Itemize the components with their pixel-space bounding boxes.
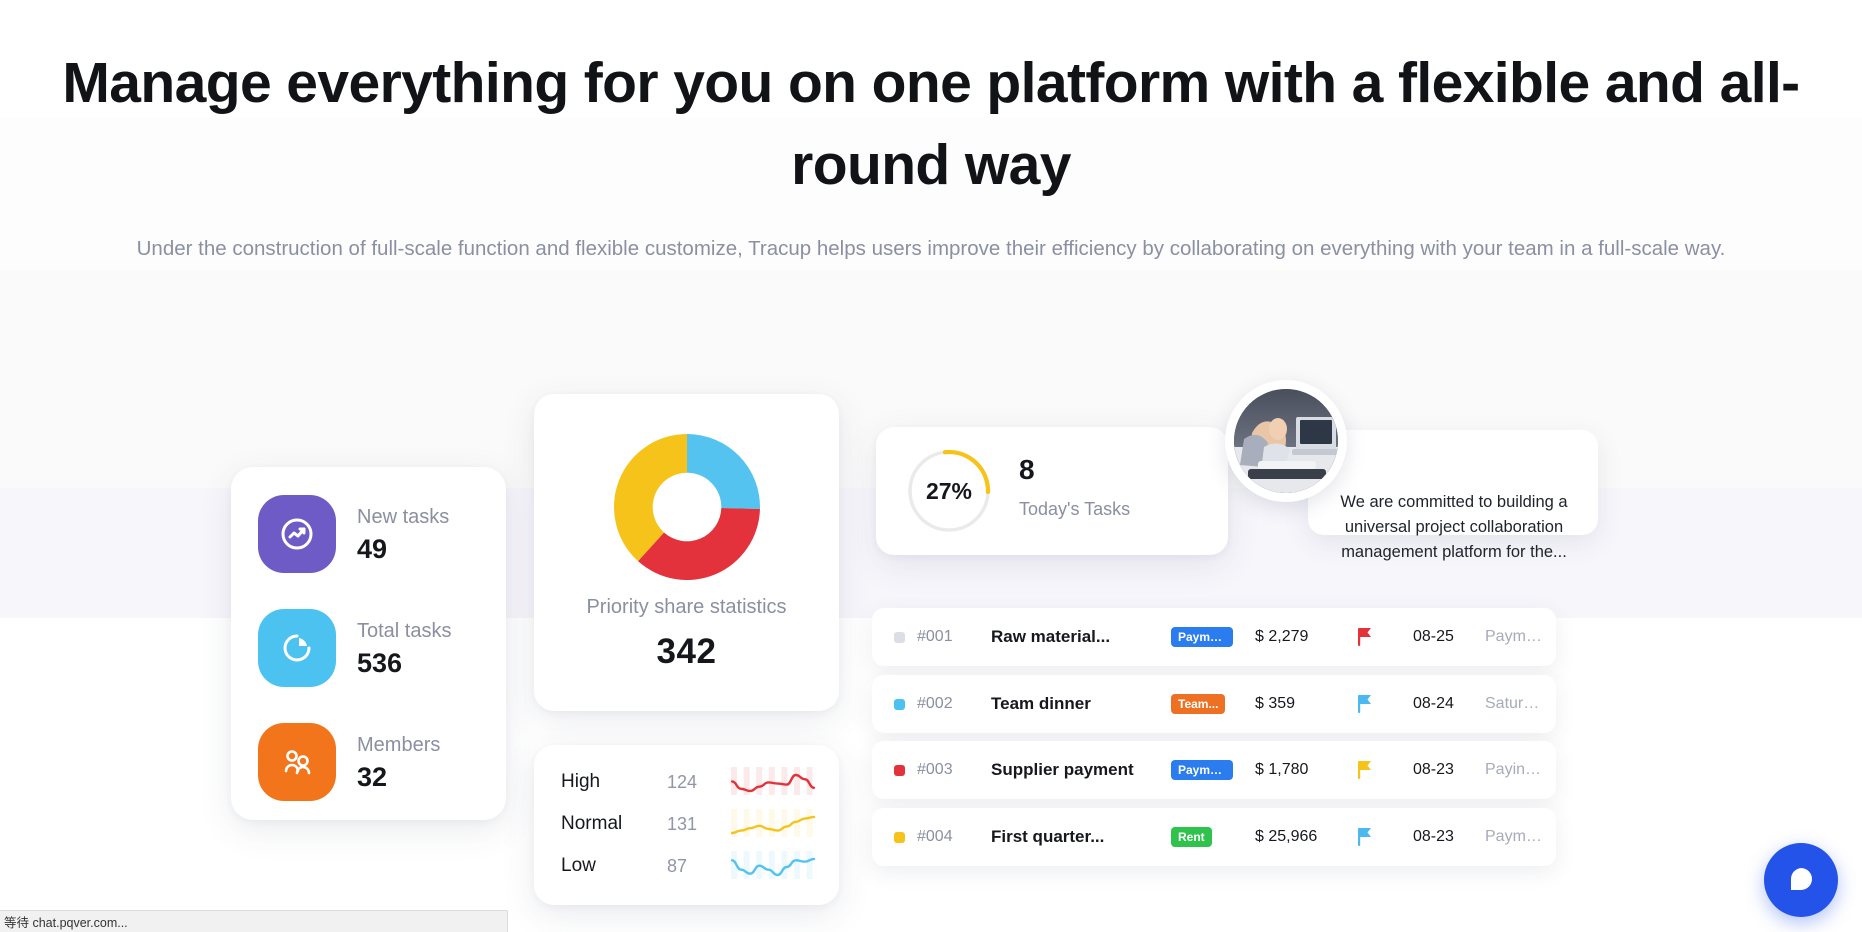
donut-slice-low xyxy=(686,434,760,510)
task-amount: $ 1,780 xyxy=(1255,761,1309,778)
status-dot xyxy=(894,631,905,643)
stat-item-total-tasks[interactable]: Total tasks 536 xyxy=(258,609,451,687)
priority-name: Normal xyxy=(561,813,623,834)
quote-text: We are committed to building a universal… xyxy=(1340,493,1568,561)
task-note: Payment o... xyxy=(1485,828,1556,845)
donut-total-value: 342 xyxy=(656,632,717,671)
progress-ring-arc xyxy=(907,449,991,533)
priority-row[interactable]: Low 87 xyxy=(561,845,816,887)
flag-icon[interactable] xyxy=(1355,826,1413,848)
trend-up-circle-icon xyxy=(258,495,336,573)
priority-value: 124 xyxy=(667,771,698,792)
background-band-1 xyxy=(0,0,1862,118)
task-list: #001 Raw material... Payment $ 2,279 08-… xyxy=(872,608,1556,878)
stat-item-new-tasks[interactable]: New tasks 49 xyxy=(258,495,449,573)
priority-row[interactable]: Normal 131 xyxy=(561,803,816,845)
flag-glyph xyxy=(1358,761,1371,779)
priority-sparkline-low xyxy=(729,849,816,883)
priority-sparkline-normal xyxy=(729,807,816,841)
task-badge[interactable]: Rent xyxy=(1171,827,1255,847)
donut-slice-normal xyxy=(613,434,687,562)
task-title: First quarter... xyxy=(991,827,1105,846)
table-row[interactable]: #003 Supplier payment Payment $ 1,780 08… xyxy=(872,741,1556,799)
donut-chart-title: Priority share statistics xyxy=(586,596,787,618)
stat-item-members[interactable]: Members 32 xyxy=(258,723,440,801)
priority-breakdown-card: High 124 Normal 131 Low 87 xyxy=(534,745,839,905)
quote-card: We are committed to building a universal… xyxy=(1308,430,1598,561)
flag-glyph xyxy=(1358,828,1371,846)
stats-card: New tasks 49 Total tasks 536 xyxy=(231,467,506,820)
stat-value: 32 xyxy=(357,761,388,792)
task-id: #004 xyxy=(917,828,953,845)
priority-share-card: Priority share statistics 342 xyxy=(534,394,839,711)
stat-label: Members xyxy=(357,733,441,756)
status-dot xyxy=(894,764,905,776)
flag-icon[interactable] xyxy=(1355,693,1413,715)
task-amount: $ 25,966 xyxy=(1255,828,1318,845)
priority-value: 87 xyxy=(667,855,688,876)
priority-value: 131 xyxy=(667,813,698,834)
chat-widget-button[interactable] xyxy=(1764,843,1838,917)
hero-section: Manage everything for you on one platfor… xyxy=(0,0,1862,265)
progress-ring xyxy=(904,446,994,541)
task-id: #001 xyxy=(917,628,953,645)
page-title: Manage everything for you on one platfor… xyxy=(62,51,1800,197)
hero-subtitle: Under the construction of full-scale fun… xyxy=(136,237,1726,260)
task-id: #002 xyxy=(917,695,953,712)
priority-row[interactable]: High 124 xyxy=(561,761,816,803)
table-row[interactable]: #004 First quarter... Rent $ 25,966 08-2… xyxy=(872,808,1556,866)
members-icon xyxy=(258,723,336,801)
task-date: 08-24 xyxy=(1413,695,1454,712)
stat-value: 49 xyxy=(357,533,388,564)
status-bar-text: 等待 chat.pqver.com... xyxy=(4,916,128,930)
status-dot xyxy=(894,831,905,843)
task-note: Saturday's... xyxy=(1485,695,1556,712)
progress-percent: 27% xyxy=(925,477,973,504)
donut-slice-high xyxy=(637,507,760,580)
table-row[interactable]: #002 Team dinner Team... $ 359 08-24 Sat… xyxy=(872,675,1556,733)
todays-tasks-label: Today's Tasks xyxy=(1019,499,1131,519)
priority-name: High xyxy=(561,771,601,792)
flag-icon[interactable] xyxy=(1355,759,1413,781)
todays-tasks-count: 8 xyxy=(1019,454,1035,485)
task-badge[interactable]: Team... xyxy=(1171,694,1255,714)
donut-chart xyxy=(613,434,760,585)
avatar xyxy=(1225,380,1347,502)
task-amount: $ 359 xyxy=(1255,695,1296,712)
task-amount: $ 2,279 xyxy=(1255,628,1309,645)
task-badge[interactable]: Payment xyxy=(1171,760,1255,780)
task-date: 08-25 xyxy=(1413,628,1454,645)
task-title: Supplier payment xyxy=(991,760,1134,779)
background-band-2 xyxy=(0,118,1862,270)
status-dot xyxy=(894,698,905,710)
task-note: Paying... xyxy=(1485,761,1548,778)
priority-name: Low xyxy=(561,855,596,876)
task-title: Team dinner xyxy=(991,694,1091,713)
browser-status-bar: 等待 chat.pqver.com... xyxy=(0,910,508,932)
task-title: Raw material... xyxy=(991,627,1111,646)
stat-label: Total tasks xyxy=(357,619,452,642)
stat-label: New tasks xyxy=(357,505,450,528)
avatar-photo xyxy=(1234,389,1338,493)
flag-icon[interactable] xyxy=(1355,626,1413,648)
task-badge[interactable]: Payment xyxy=(1171,627,1255,647)
chat-bubble-icon xyxy=(1790,868,1812,890)
todays-tasks-card: 27% 8 Today's Tasks xyxy=(876,427,1228,555)
task-date: 08-23 xyxy=(1413,828,1454,845)
pie-chart-icon xyxy=(258,609,336,687)
task-id: #003 xyxy=(917,761,953,778)
table-row[interactable]: #001 Raw material... Payment $ 2,279 08-… xyxy=(872,608,1556,666)
flag-glyph xyxy=(1358,695,1371,713)
priority-sparkline-high xyxy=(729,765,816,799)
task-note: Payment t... xyxy=(1485,628,1556,645)
stat-value: 536 xyxy=(357,647,403,678)
task-date: 08-23 xyxy=(1413,761,1454,778)
flag-glyph xyxy=(1358,628,1371,646)
